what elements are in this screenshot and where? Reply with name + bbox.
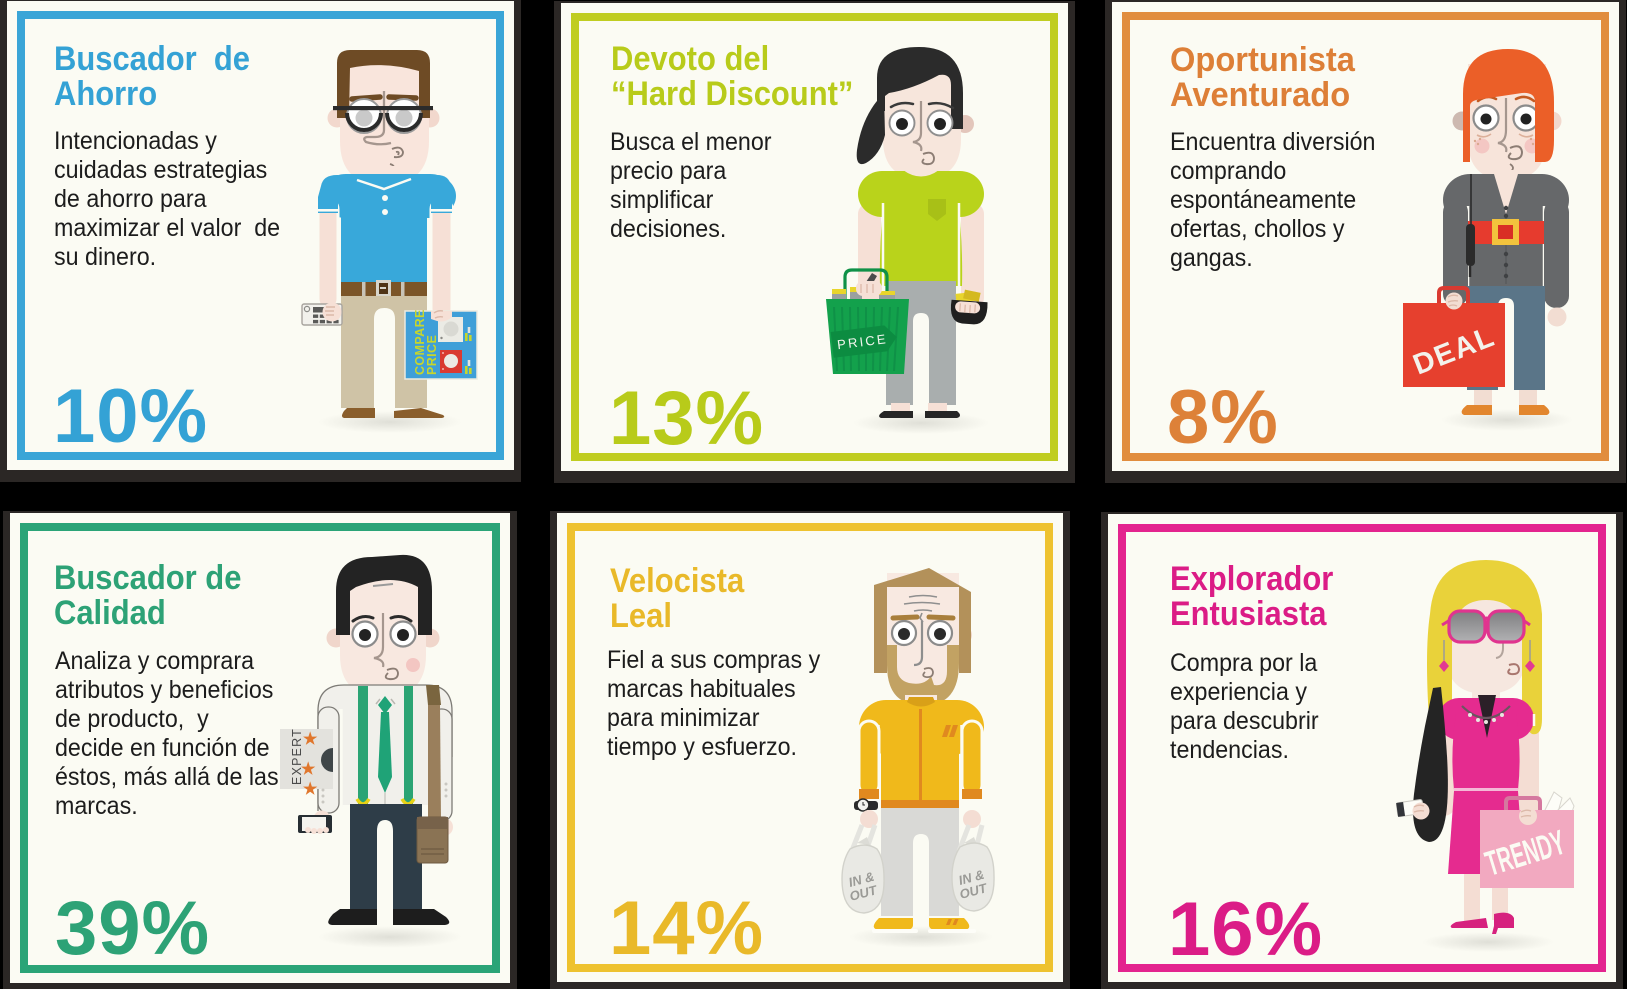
svg-text:★: ★ [303, 731, 318, 748]
svg-text:IN &: IN & [957, 867, 986, 888]
svg-text:IN &: IN & [847, 869, 876, 890]
svg-text:OUT: OUT [848, 882, 879, 904]
svg-text:★: ★ [303, 781, 318, 798]
svg-text:PRICE: PRICE [425, 335, 439, 375]
svg-text:EXPERT: EXPERT [290, 728, 304, 785]
svg-text:COMPARE: COMPARE [413, 309, 427, 375]
svg-text:OUT: OUT [958, 880, 989, 902]
svg-text:PRICE: PRICE [836, 331, 888, 352]
svg-text:★: ★ [301, 761, 316, 778]
